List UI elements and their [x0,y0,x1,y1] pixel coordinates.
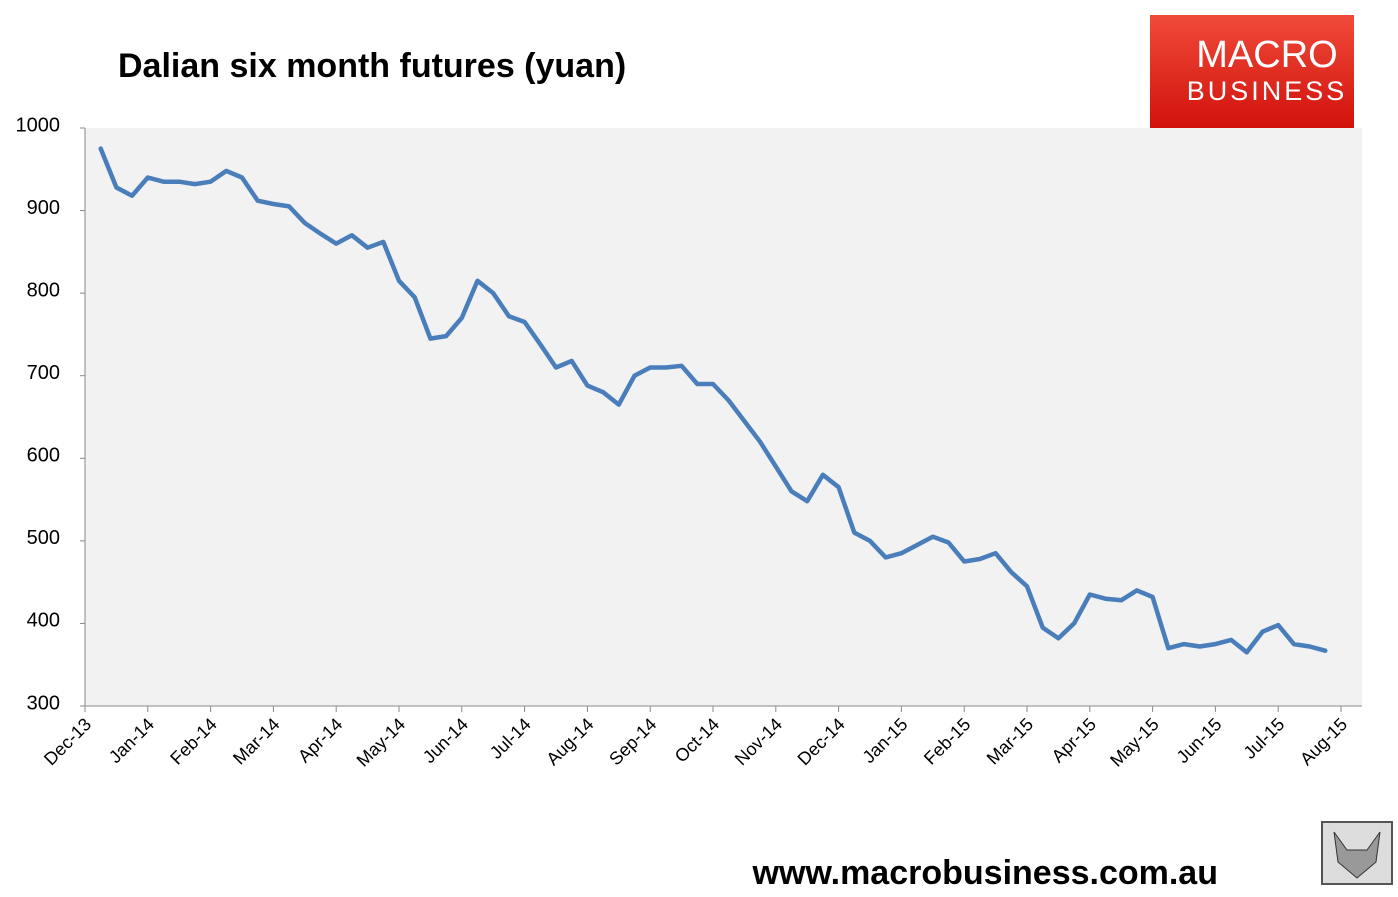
x-tick-label: May-15 [1106,714,1163,771]
x-tick-label: Jul-15 [1240,714,1289,763]
y-tick-label: 900 [27,197,60,219]
x-tick-label: Aug-14 [542,714,597,769]
x-tick-label: Jul-14 [486,714,535,763]
x-tick-label: Apr-15 [1048,714,1100,766]
chart-title: Dalian six month futures (yuan) [118,47,626,85]
y-tick-label: 800 [27,279,60,301]
x-tick-label: Feb-15 [920,714,974,768]
x-tick-label: Oct-14 [671,714,723,766]
website-url: www.macrobusiness.com.au [752,854,1218,892]
x-tick-label: Jun-15 [1173,714,1226,767]
x-tick-label: Feb-14 [166,714,220,768]
x-tick-label: Apr-14 [294,714,346,766]
x-tick-label: May-14 [353,714,410,771]
x-tick-label: Aug-15 [1296,714,1351,769]
y-tick-label: 300 [27,692,60,714]
x-tick-label: Jun-14 [419,714,472,767]
x-tick-label: Dec-13 [40,714,95,769]
y-tick-label: 1000 [16,114,61,136]
y-tick-label: 400 [27,610,60,632]
logo-text: MACRO [1196,34,1337,76]
x-tick-label: Mar-14 [229,714,283,768]
plot-area [85,128,1362,706]
x-tick-label: Jan-15 [859,714,912,767]
mascot-icon [1333,831,1381,879]
y-tick-label: 700 [27,362,60,384]
x-tick-label: Dec-14 [794,714,849,769]
x-tick-label: Jan-14 [105,714,158,767]
logo [1150,15,1354,128]
logo-text: BUSINESS [1187,76,1348,106]
y-tick-label: 600 [27,445,60,467]
y-tick-label: 500 [27,527,60,549]
x-tick-label: Nov-14 [731,714,786,769]
data-line [98,146,1328,655]
x-tick-label: Sep-14 [605,714,660,769]
x-tick-label: Mar-15 [983,714,1037,768]
